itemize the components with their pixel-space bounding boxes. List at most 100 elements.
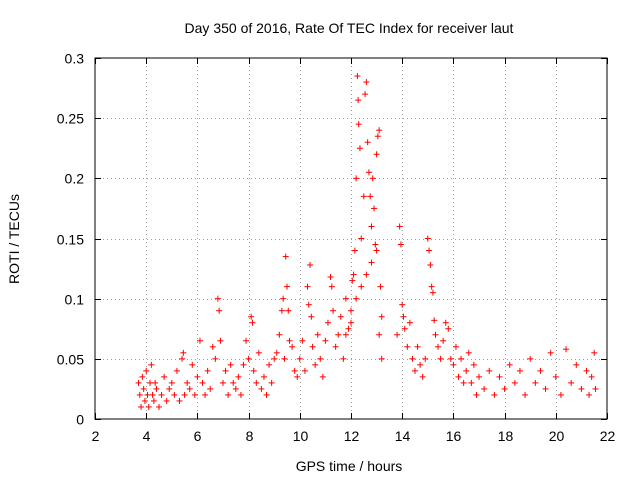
data-point <box>414 343 421 350</box>
data-point <box>249 319 256 326</box>
data-point <box>186 385 193 392</box>
x-tick-label: 12 <box>344 428 360 444</box>
data-point <box>452 343 459 350</box>
data-point <box>317 355 324 362</box>
data-point <box>440 337 447 344</box>
data-point <box>156 403 162 410</box>
data-point <box>412 367 418 374</box>
data-point <box>181 391 188 398</box>
data-point <box>373 151 380 158</box>
x-tick-label: 2 <box>92 428 100 444</box>
data-point <box>232 385 239 392</box>
x-tick-label: 16 <box>446 428 462 444</box>
data-point <box>227 361 234 368</box>
data-point <box>322 337 329 344</box>
data-point <box>294 373 301 380</box>
data-point <box>501 385 508 392</box>
data-point <box>199 379 206 386</box>
data-point <box>214 295 221 302</box>
data-point <box>496 373 503 380</box>
data-point <box>189 361 196 368</box>
data-point <box>330 307 337 314</box>
data-point <box>355 121 362 128</box>
data-point <box>363 79 370 86</box>
x-tick-label: 22 <box>600 428 616 444</box>
data-point <box>285 307 292 314</box>
data-point <box>355 97 362 104</box>
data-point <box>360 193 367 200</box>
data-point <box>184 379 191 386</box>
data-point <box>209 343 216 350</box>
data-point <box>149 391 156 398</box>
data-point <box>276 331 283 338</box>
data-point <box>255 349 262 356</box>
data-point <box>367 193 374 200</box>
y-tick-label: 0.2 <box>65 171 85 187</box>
data-point <box>245 355 252 362</box>
data-point <box>591 349 598 356</box>
data-point <box>202 391 209 398</box>
data-point <box>458 355 465 362</box>
data-point <box>377 283 384 290</box>
data-point <box>217 337 224 344</box>
data-point <box>369 175 376 182</box>
data-point <box>327 274 334 281</box>
data-point <box>372 241 379 248</box>
data-point <box>353 175 360 182</box>
data-point <box>450 361 457 368</box>
data-point <box>176 397 183 404</box>
y-tick-label: 0.3 <box>65 51 85 67</box>
x-tick-label: 8 <box>246 428 254 444</box>
data-point <box>527 355 534 362</box>
data-point <box>406 319 413 326</box>
data-point <box>147 379 154 386</box>
data-point <box>314 331 321 338</box>
data-point <box>271 355 278 362</box>
data-point <box>312 361 319 368</box>
data-point <box>351 247 358 254</box>
data-point <box>431 317 438 324</box>
data-point <box>204 367 211 374</box>
data-point <box>368 223 375 230</box>
data-point <box>404 343 411 350</box>
data-point <box>429 289 436 296</box>
grid-lines <box>95 58 607 419</box>
data-point <box>168 379 175 386</box>
data-point <box>435 343 442 350</box>
data-point <box>578 385 585 392</box>
data-point <box>291 367 298 374</box>
data-point <box>465 349 472 356</box>
data-point <box>153 385 160 392</box>
data-point <box>426 247 433 254</box>
data-point <box>354 73 361 80</box>
data-point <box>473 391 480 398</box>
data-point <box>358 235 365 242</box>
data-point <box>455 373 462 380</box>
y-tick-label: 0.15 <box>57 232 84 248</box>
data-point <box>552 373 559 380</box>
data-point <box>135 379 142 386</box>
data-point <box>468 379 475 386</box>
data-point <box>194 373 201 380</box>
data-point <box>486 367 493 374</box>
data-point <box>196 337 203 344</box>
data-point <box>432 331 439 338</box>
data-point <box>394 331 401 338</box>
data-point <box>342 331 349 338</box>
x-tick-label: 14 <box>395 428 411 444</box>
data-point <box>282 253 289 260</box>
data-point <box>376 331 383 338</box>
data-point <box>427 261 434 268</box>
data-point <box>419 373 426 380</box>
data-point <box>248 313 255 320</box>
data-point <box>161 373 168 380</box>
data-point <box>409 355 416 362</box>
data-point <box>152 379 159 386</box>
data-point <box>437 355 444 362</box>
data-point <box>428 283 435 290</box>
y-tick-label: 0.1 <box>65 292 85 308</box>
data-point <box>460 379 467 386</box>
data-point <box>340 355 347 362</box>
data-point <box>378 313 385 320</box>
data-point <box>532 379 539 386</box>
